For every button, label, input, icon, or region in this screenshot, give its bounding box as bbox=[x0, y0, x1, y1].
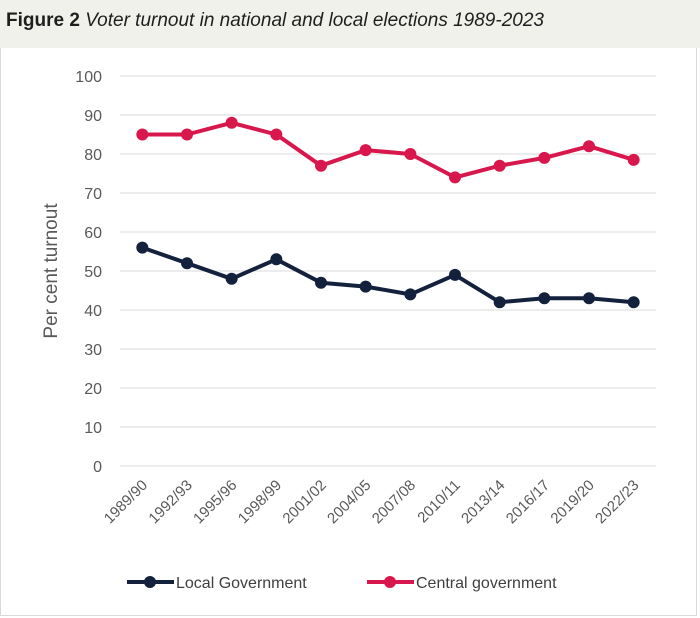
chart-panel bbox=[0, 48, 697, 616]
y-axis-ticks: 0 10 20 30 40 50 60 70 80 90 100 bbox=[75, 69, 102, 476]
data-point-central-government bbox=[449, 171, 461, 184]
grid-lines bbox=[120, 75, 656, 467]
y-axis-label: Per cent turnout bbox=[41, 203, 62, 339]
x-tick-label: 1989/90 bbox=[101, 477, 151, 527]
data-point-central-government bbox=[359, 144, 372, 157]
x-axis-ticks: 1989/901992/931995/961998/992001/022004/… bbox=[101, 477, 643, 527]
data-point-central-government bbox=[627, 153, 640, 166]
y-tick-label: 0 bbox=[93, 459, 102, 476]
y-tick-label: 10 bbox=[84, 420, 102, 437]
data-point-local-government bbox=[493, 296, 506, 309]
data-point-local-government bbox=[359, 280, 372, 293]
y-tick-label: 80 bbox=[84, 147, 102, 164]
legend-marker-central-government bbox=[384, 576, 396, 588]
title-bar: Figure 2 Voter turnout in national and l… bbox=[0, 0, 700, 48]
figure-label: Figure 2 bbox=[6, 10, 80, 31]
x-tick-label: 2013/14 bbox=[458, 477, 508, 527]
y-tick-label: 90 bbox=[84, 108, 102, 125]
data-point-central-government bbox=[136, 128, 149, 141]
x-tick-label: 2022/23 bbox=[592, 477, 642, 527]
legend-label-local-government: Local Government bbox=[176, 575, 307, 592]
data-point-local-government bbox=[538, 292, 551, 305]
data-point-local-government bbox=[315, 276, 327, 289]
data-point-central-government bbox=[404, 148, 417, 160]
data-point-central-government bbox=[538, 151, 551, 164]
y-tick-label: 50 bbox=[84, 264, 102, 281]
x-tick-label: 1998/99 bbox=[235, 477, 285, 527]
y-tick-label: 20 bbox=[84, 381, 102, 398]
data-point-central-government bbox=[583, 140, 595, 153]
data-point-local-government bbox=[270, 253, 283, 266]
data-point-central-government bbox=[315, 159, 327, 172]
data-point-local-government bbox=[181, 257, 193, 270]
data-point-local-government bbox=[404, 288, 417, 301]
data-point-central-government bbox=[493, 159, 506, 172]
data-point-local-government bbox=[583, 292, 595, 305]
series-line-central-government bbox=[140, 120, 636, 180]
x-tick-label: 2016/17 bbox=[503, 477, 553, 527]
x-tick-label: 2001/02 bbox=[279, 477, 329, 527]
y-tick-label: 40 bbox=[84, 303, 102, 320]
data-point-central-government bbox=[270, 128, 283, 141]
x-tick-label: 2004/05 bbox=[324, 477, 374, 527]
y-tick-label: 30 bbox=[84, 342, 102, 359]
series-group bbox=[136, 116, 640, 309]
data-point-local-government bbox=[449, 268, 461, 281]
legend-label-central-government: Central government bbox=[416, 575, 557, 592]
data-point-central-government bbox=[181, 128, 193, 141]
x-tick-label: 2010/11 bbox=[414, 477, 464, 527]
x-tick-label: 1992/93 bbox=[145, 477, 195, 527]
series-line-local-government bbox=[140, 245, 636, 305]
data-point-local-government bbox=[225, 272, 238, 285]
legend: Local Government Central government bbox=[127, 575, 557, 592]
figure-subtitle: Voter turnout in national and local elec… bbox=[85, 10, 544, 31]
legend-marker-local-government bbox=[144, 576, 156, 588]
y-tick-label: 100 bbox=[75, 69, 102, 86]
data-point-local-government bbox=[136, 241, 149, 254]
x-tick-label: 1995/96 bbox=[190, 477, 240, 527]
figure-title: Figure 2 Voter turnout in national and l… bbox=[6, 10, 544, 32]
y-tick-label: 70 bbox=[84, 186, 102, 203]
x-tick-label: 2007/08 bbox=[369, 477, 419, 527]
x-tick-label: 2019/20 bbox=[547, 477, 597, 527]
data-point-local-government bbox=[627, 296, 640, 309]
data-point-central-government bbox=[225, 116, 238, 129]
y-tick-label: 60 bbox=[84, 225, 102, 242]
